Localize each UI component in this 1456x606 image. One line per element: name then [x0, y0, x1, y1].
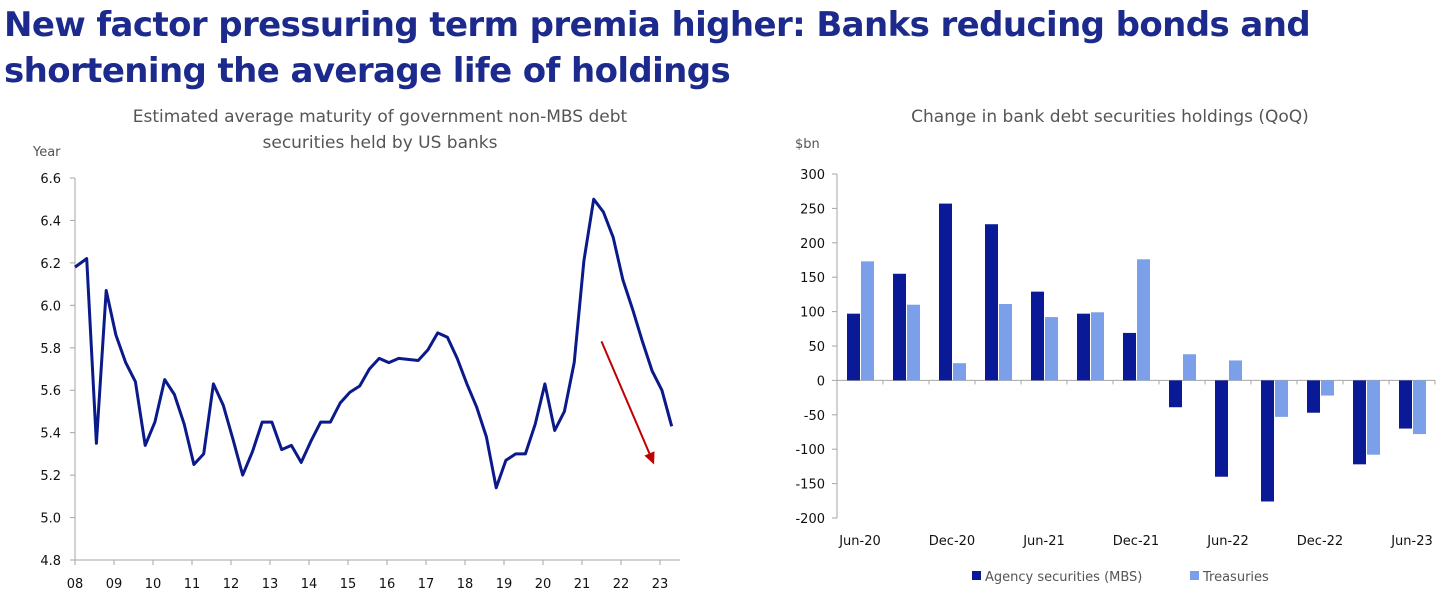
left-y-tick-label: 6.0 [40, 299, 61, 314]
mbs-bar [1077, 313, 1090, 381]
left-y-tick-label: 4.8 [40, 554, 61, 569]
left-y-tick-label: 6.4 [40, 214, 61, 229]
treasuries-bar [1413, 380, 1426, 435]
right-y-tick-label: 0 [817, 374, 825, 389]
headline-line-1: New factor pressuring term premia higher… [4, 5, 1311, 45]
left-x-tick-label: 10 [145, 577, 162, 592]
headline-line-2: shortening the average life of holdings [4, 51, 731, 91]
treasuries-bar [907, 304, 920, 381]
mbs-bar [1261, 380, 1274, 502]
legend-treasuries-swatch-icon [1190, 571, 1199, 580]
left-y-tick-label: 5.0 [40, 512, 61, 527]
right-y-tick-label: -200 [795, 512, 825, 527]
left-y-tick-label: 6.2 [40, 257, 61, 272]
mbs-bar [847, 313, 860, 381]
legend-mbs-label: Agency securities (MBS) [985, 570, 1142, 585]
right-y-tick-label: -50 [804, 409, 825, 424]
left-x-tick-label: 13 [262, 577, 279, 592]
treasuries-bar [953, 363, 966, 381]
downtrend-arrow-shaft [600, 341, 651, 454]
right-x-tick-label: Jun-21 [1022, 534, 1065, 549]
left-chart-title-line-1: Estimated average maturity of government… [132, 107, 628, 127]
right-y-tick-label: 250 [800, 202, 825, 217]
treasuries-bar [1367, 380, 1380, 455]
left-x-tick-label: 14 [301, 577, 318, 592]
left-y-tick-label: 5.2 [40, 469, 61, 484]
mbs-bar [1307, 380, 1320, 413]
right-y-axis-label: $bn [795, 137, 820, 152]
left-x-tick-label: 18 [457, 577, 474, 592]
mbs-bar [1215, 380, 1228, 477]
left-x-tick-label: 23 [652, 577, 669, 592]
right-y-tick-label: -150 [795, 478, 825, 493]
treasuries-bar [999, 304, 1012, 381]
right-x-tick-label: Dec-22 [1297, 534, 1343, 549]
legend-mbs-swatch-icon [972, 571, 981, 580]
left-y-tick-label: 5.4 [40, 427, 61, 442]
left-x-tick-label: 21 [574, 577, 591, 592]
right-y-tick-label: 100 [800, 306, 825, 321]
right-y-tick-label: 150 [800, 271, 825, 286]
maturity-line [74, 197, 674, 490]
right-x-tick-label: Dec-20 [929, 534, 975, 549]
treasuries-bar [1045, 317, 1058, 381]
left-x-tick-label: 15 [340, 577, 357, 592]
right-y-tick-label: 200 [800, 237, 825, 252]
mbs-bar [1031, 291, 1044, 381]
mbs-bar [939, 203, 952, 381]
treasuries-bar [1091, 312, 1104, 381]
treasuries-bar [861, 261, 874, 381]
mbs-bar [893, 273, 906, 381]
left-x-tick-label: 17 [418, 577, 435, 592]
downtrend-arrow-head-icon [644, 451, 655, 465]
right-x-tick-label: Jun-20 [838, 534, 881, 549]
left-x-tick-label: 16 [379, 577, 396, 592]
mbs-bar [985, 224, 998, 381]
left-x-tick-label: 09 [106, 577, 123, 592]
treasuries-bar [1321, 380, 1334, 396]
legend-treasuries-label: Treasuries [1202, 570, 1269, 585]
right-y-tick-label: -100 [795, 443, 825, 458]
treasuries-bar [1275, 380, 1288, 417]
left-x-tick-label: 20 [535, 577, 552, 592]
right-chart-title: Change in bank debt securities holdings … [840, 104, 1380, 130]
left-x-tick-label: 22 [613, 577, 630, 592]
right-x-tick-label: Jun-22 [1206, 534, 1249, 549]
mbs-bar [1353, 380, 1366, 465]
left-x-tick-label: 19 [496, 577, 513, 592]
headline: New factor pressuring term premia higher… [4, 2, 1444, 94]
treasuries-bar [1229, 360, 1242, 381]
treasuries-bar [1137, 259, 1150, 381]
left-chart-title: Estimated average maturity of government… [60, 104, 700, 156]
left-x-tick-label: 12 [223, 577, 240, 592]
right-x-tick-label: Jun-23 [1390, 534, 1433, 549]
left-y-tick-label: 6.6 [40, 172, 61, 187]
mbs-bar [1123, 332, 1136, 381]
right-x-tick-label: Dec-21 [1113, 534, 1159, 549]
treasuries-bar [1183, 354, 1196, 381]
right-chart-title-text: Change in bank debt securities holdings … [911, 107, 1309, 127]
right-y-tick-label: 50 [808, 340, 825, 355]
mbs-bar [1169, 380, 1182, 408]
left-y-tick-label: 5.8 [40, 342, 61, 357]
left-x-tick-label: 08 [67, 577, 84, 592]
left-y-axis-label: Year [32, 145, 61, 160]
left-x-tick-label: 11 [184, 577, 201, 592]
mbs-bar [1399, 380, 1412, 429]
right-y-tick-label: 300 [800, 168, 825, 183]
left-chart-title-line-2: securities held by US banks [262, 133, 498, 153]
left-y-tick-label: 5.6 [40, 384, 61, 399]
